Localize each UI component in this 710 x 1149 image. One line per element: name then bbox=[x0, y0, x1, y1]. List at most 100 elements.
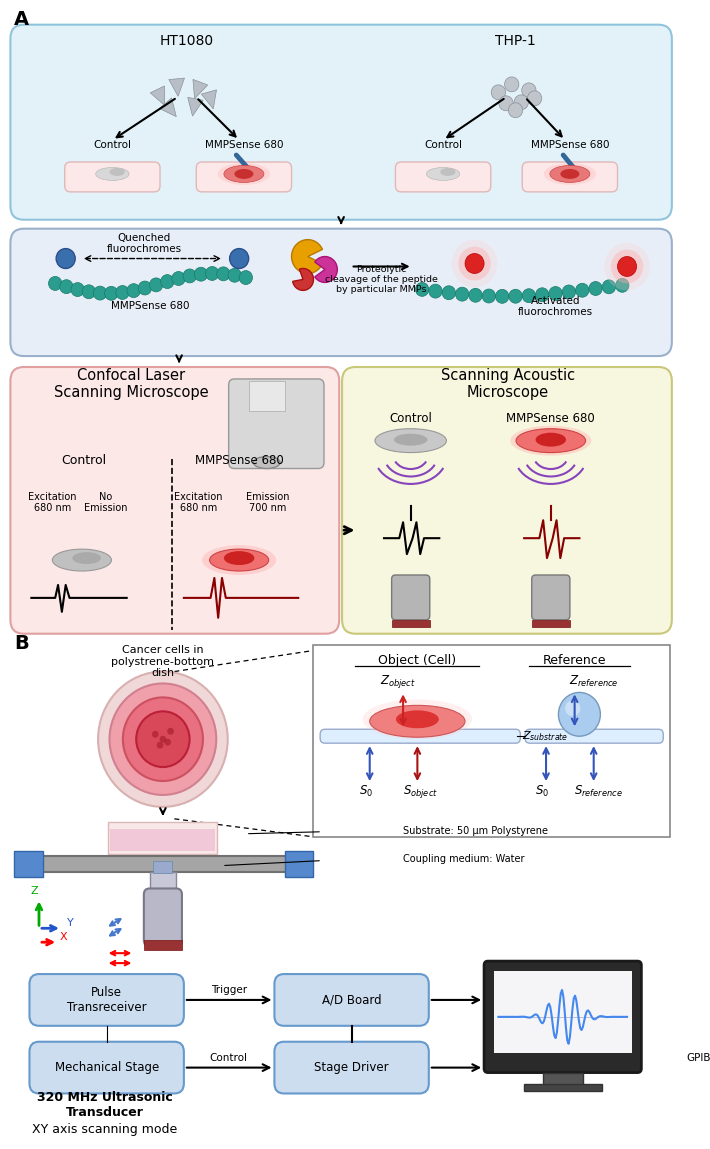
FancyBboxPatch shape bbox=[484, 961, 641, 1072]
Text: XY axis scanning mode: XY axis scanning mode bbox=[32, 1123, 178, 1136]
Circle shape bbox=[611, 249, 643, 284]
Circle shape bbox=[429, 284, 442, 298]
Circle shape bbox=[136, 711, 190, 768]
Circle shape bbox=[562, 285, 576, 299]
Circle shape bbox=[442, 286, 456, 300]
Circle shape bbox=[549, 286, 562, 300]
Circle shape bbox=[138, 282, 151, 295]
Circle shape bbox=[469, 288, 482, 302]
Text: MMPSense 680: MMPSense 680 bbox=[111, 301, 190, 311]
Ellipse shape bbox=[202, 545, 276, 574]
Text: B: B bbox=[14, 634, 29, 653]
Circle shape bbox=[499, 95, 513, 110]
Text: $Z_{object}$: $Z_{object}$ bbox=[381, 673, 416, 691]
Circle shape bbox=[152, 731, 158, 738]
Circle shape bbox=[183, 269, 197, 283]
Text: $S_0$: $S_0$ bbox=[359, 785, 373, 800]
Ellipse shape bbox=[535, 433, 566, 447]
FancyBboxPatch shape bbox=[65, 162, 160, 192]
Text: Reference: Reference bbox=[543, 654, 606, 668]
Bar bbox=[543, 1072, 583, 1085]
Circle shape bbox=[459, 247, 491, 280]
Polygon shape bbox=[193, 79, 208, 99]
Ellipse shape bbox=[370, 705, 465, 738]
Text: MMPSense 680: MMPSense 680 bbox=[195, 454, 283, 466]
Ellipse shape bbox=[516, 429, 586, 453]
Text: Stage Driver: Stage Driver bbox=[315, 1062, 389, 1074]
Bar bbox=[392, 619, 430, 626]
Text: Control: Control bbox=[209, 1052, 248, 1063]
FancyBboxPatch shape bbox=[196, 162, 292, 192]
Circle shape bbox=[71, 283, 84, 296]
Circle shape bbox=[602, 280, 616, 294]
FancyBboxPatch shape bbox=[144, 888, 182, 946]
Text: A: A bbox=[14, 10, 29, 29]
Text: GPIB: GPIB bbox=[687, 1052, 710, 1063]
Ellipse shape bbox=[224, 165, 264, 183]
Circle shape bbox=[123, 697, 203, 781]
Circle shape bbox=[157, 742, 163, 749]
Ellipse shape bbox=[396, 710, 439, 728]
Circle shape bbox=[60, 279, 73, 294]
Circle shape bbox=[576, 284, 589, 298]
FancyBboxPatch shape bbox=[392, 574, 430, 619]
Bar bbox=[524, 1084, 602, 1092]
FancyBboxPatch shape bbox=[29, 974, 184, 1026]
Text: Object (Cell): Object (Cell) bbox=[378, 654, 457, 668]
Circle shape bbox=[496, 290, 509, 303]
Text: A/D Board: A/D Board bbox=[322, 994, 381, 1007]
FancyBboxPatch shape bbox=[523, 162, 618, 192]
Polygon shape bbox=[187, 98, 203, 116]
Polygon shape bbox=[169, 78, 185, 97]
Circle shape bbox=[482, 290, 496, 303]
FancyBboxPatch shape bbox=[274, 1042, 429, 1094]
FancyBboxPatch shape bbox=[395, 162, 491, 192]
Circle shape bbox=[604, 242, 650, 291]
Ellipse shape bbox=[560, 169, 579, 179]
Text: Trigger: Trigger bbox=[211, 985, 246, 995]
Text: Control: Control bbox=[424, 140, 462, 151]
Circle shape bbox=[415, 283, 429, 296]
Text: No
Emission: No Emission bbox=[84, 492, 128, 514]
Text: Y: Y bbox=[67, 918, 73, 928]
Text: MMPSense 680: MMPSense 680 bbox=[506, 412, 595, 425]
Circle shape bbox=[195, 268, 207, 282]
FancyBboxPatch shape bbox=[11, 24, 672, 219]
Circle shape bbox=[589, 282, 602, 295]
Circle shape bbox=[229, 248, 248, 269]
Circle shape bbox=[452, 240, 498, 287]
Ellipse shape bbox=[375, 429, 447, 453]
Circle shape bbox=[505, 77, 519, 92]
Text: Pulse
Transreceiver: Pulse Transreceiver bbox=[67, 986, 146, 1013]
Bar bbox=[532, 619, 570, 626]
FancyBboxPatch shape bbox=[525, 730, 663, 743]
Ellipse shape bbox=[234, 169, 253, 179]
Circle shape bbox=[98, 671, 228, 807]
Bar bbox=[144, 940, 182, 950]
Circle shape bbox=[456, 287, 469, 301]
Bar bbox=[14, 850, 43, 877]
Ellipse shape bbox=[510, 426, 591, 455]
FancyBboxPatch shape bbox=[274, 974, 429, 1026]
Ellipse shape bbox=[544, 163, 596, 185]
Text: Excitation
680 nm: Excitation 680 nm bbox=[28, 492, 77, 514]
Text: $S_{reference}$: $S_{reference}$ bbox=[574, 785, 623, 800]
Circle shape bbox=[509, 290, 523, 303]
Text: Coupling medium: Water: Coupling medium: Water bbox=[403, 854, 525, 864]
Circle shape bbox=[565, 701, 580, 716]
Bar bbox=[109, 828, 215, 850]
Circle shape bbox=[559, 693, 601, 737]
Bar bbox=[312, 645, 670, 836]
Circle shape bbox=[239, 271, 253, 285]
Text: Control: Control bbox=[389, 412, 432, 425]
Text: Scanning Acoustic
Microscope: Scanning Acoustic Microscope bbox=[441, 368, 575, 400]
Circle shape bbox=[514, 95, 528, 110]
FancyBboxPatch shape bbox=[342, 367, 672, 634]
Circle shape bbox=[116, 285, 129, 300]
Polygon shape bbox=[160, 98, 176, 117]
Bar bbox=[108, 822, 217, 854]
Text: Quenched
fluorochromes: Quenched fluorochromes bbox=[106, 233, 181, 254]
Bar bbox=[248, 381, 285, 411]
Circle shape bbox=[535, 287, 549, 302]
Wedge shape bbox=[315, 256, 337, 283]
